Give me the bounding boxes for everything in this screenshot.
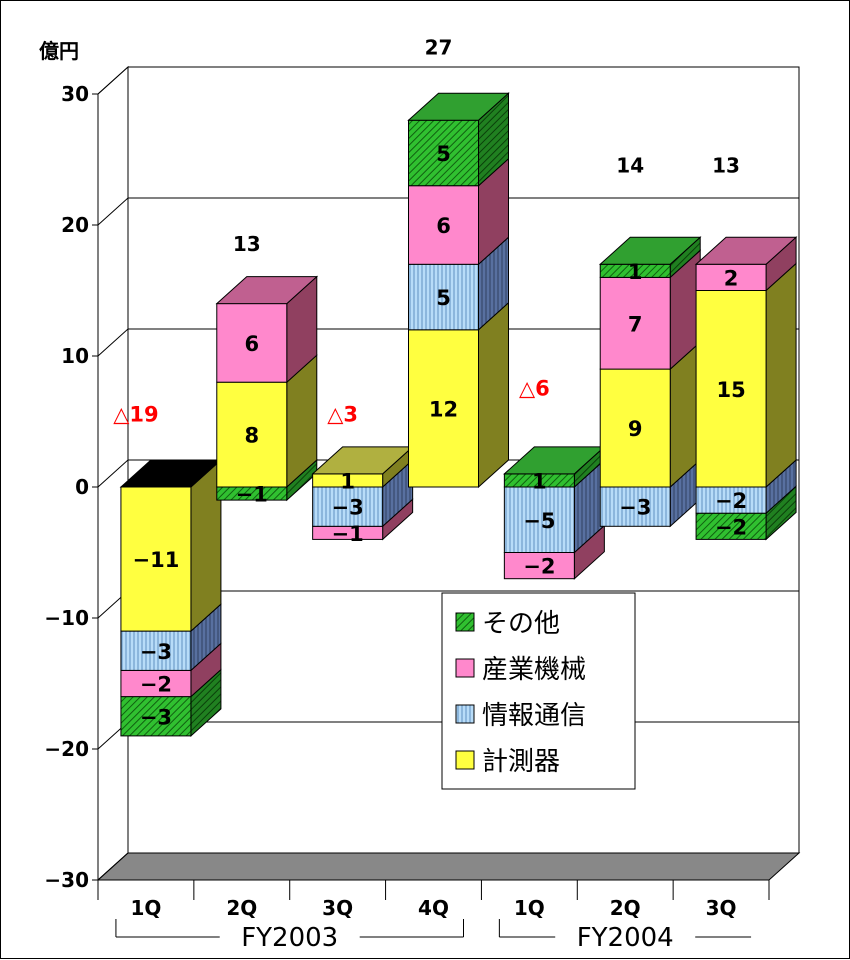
- bar-segment: [695, 263, 767, 291]
- data-label: 12: [429, 397, 458, 421]
- total-label: △6: [519, 376, 550, 400]
- data-label: 9: [628, 417, 643, 441]
- bar-segment: [216, 303, 288, 383]
- data-label: −3: [140, 705, 172, 729]
- x-category-label: 2Q: [226, 896, 257, 920]
- bar-segment: [312, 486, 384, 527]
- data-label: −1: [236, 483, 268, 507]
- bar-segment: [599, 368, 671, 488]
- gridline-side: [97, 197, 129, 226]
- legend-label: 情報通信: [482, 701, 586, 731]
- data-label: −2: [715, 489, 747, 513]
- data-label: −3: [140, 640, 172, 664]
- bar-segment: [120, 696, 192, 737]
- data-label: 7: [628, 312, 643, 336]
- bar-segment: [695, 512, 767, 540]
- y-tick-label: 20: [61, 213, 89, 237]
- y-tick-label: 0: [75, 475, 89, 499]
- group-label: FY2003: [241, 923, 338, 953]
- data-label: 15: [716, 378, 745, 402]
- total-label: △19: [113, 403, 158, 427]
- bar-segment: [695, 486, 767, 514]
- data-label: 1: [340, 469, 355, 493]
- y-tick-label: 30: [61, 82, 89, 106]
- group-label: FY2004: [577, 923, 674, 953]
- total-label: 13: [233, 232, 261, 256]
- bar-top: [407, 92, 510, 121]
- data-label: −2: [140, 673, 172, 697]
- data-label: 6: [244, 332, 259, 356]
- data-label: −2: [715, 515, 747, 539]
- total-label: △3: [327, 403, 358, 427]
- data-label: 1: [628, 260, 643, 284]
- bar-top: [215, 276, 319, 305]
- bar-segment: [599, 276, 671, 370]
- legend-swatch: [455, 750, 475, 770]
- x-category-label: 1Q: [514, 896, 545, 920]
- bar-side: [478, 301, 509, 489]
- gridline-side: [97, 66, 129, 95]
- bar-segment: [120, 486, 192, 632]
- x-category-label: 3Q: [322, 896, 353, 920]
- bar-segment: [408, 329, 479, 488]
- x-category-label: 4Q: [418, 896, 449, 920]
- y-tick-label: −30: [44, 868, 89, 892]
- y-tick-label: −20: [44, 737, 89, 761]
- y-unit-label: 億円: [39, 39, 79, 63]
- legend-label: 計測器: [482, 747, 560, 777]
- bar-segment: [599, 486, 671, 527]
- data-label: 5: [436, 286, 451, 310]
- data-label: 8: [244, 424, 259, 448]
- bar-top: [694, 236, 798, 265]
- data-label: −11: [133, 548, 180, 572]
- bar-segment: [216, 381, 288, 488]
- bar-segment: [408, 185, 479, 265]
- gridline-side: [97, 852, 129, 881]
- data-label: −2: [523, 555, 555, 579]
- data-label: 5: [436, 142, 451, 166]
- data-label: −3: [332, 496, 364, 520]
- data-label: −1: [332, 522, 364, 546]
- legend-label: その他: [482, 609, 560, 639]
- data-label: −3: [619, 496, 651, 520]
- data-label: 6: [436, 214, 451, 238]
- gridline-side: [97, 459, 129, 488]
- y-tick-label: −10: [44, 606, 89, 630]
- bar-segment: [120, 630, 192, 671]
- legend-swatch: [455, 658, 475, 678]
- total-label: 27: [425, 36, 453, 60]
- data-label: −5: [523, 509, 555, 533]
- bar-top: [598, 236, 702, 265]
- x-category-label: 3Q: [706, 896, 737, 920]
- x-category-label: 1Q: [130, 896, 161, 920]
- data-label: 1: [532, 469, 547, 493]
- bar-segment: [120, 669, 192, 698]
- total-label: 14: [616, 154, 644, 178]
- legend-label: 産業機械: [482, 655, 586, 685]
- x-category-label: 2Q: [610, 896, 641, 920]
- bar-segment: [408, 119, 479, 187]
- chart-floor: [96, 852, 801, 881]
- legend-swatch: [455, 612, 475, 632]
- bar-side: [765, 262, 797, 489]
- bar-segment: [503, 552, 575, 580]
- bar-segment: [503, 486, 575, 553]
- y-tick-label: 10: [61, 344, 89, 368]
- total-label: 13: [712, 154, 740, 178]
- legend-swatch: [455, 704, 475, 724]
- data-label: 2: [724, 266, 739, 290]
- gridline-side: [97, 328, 129, 357]
